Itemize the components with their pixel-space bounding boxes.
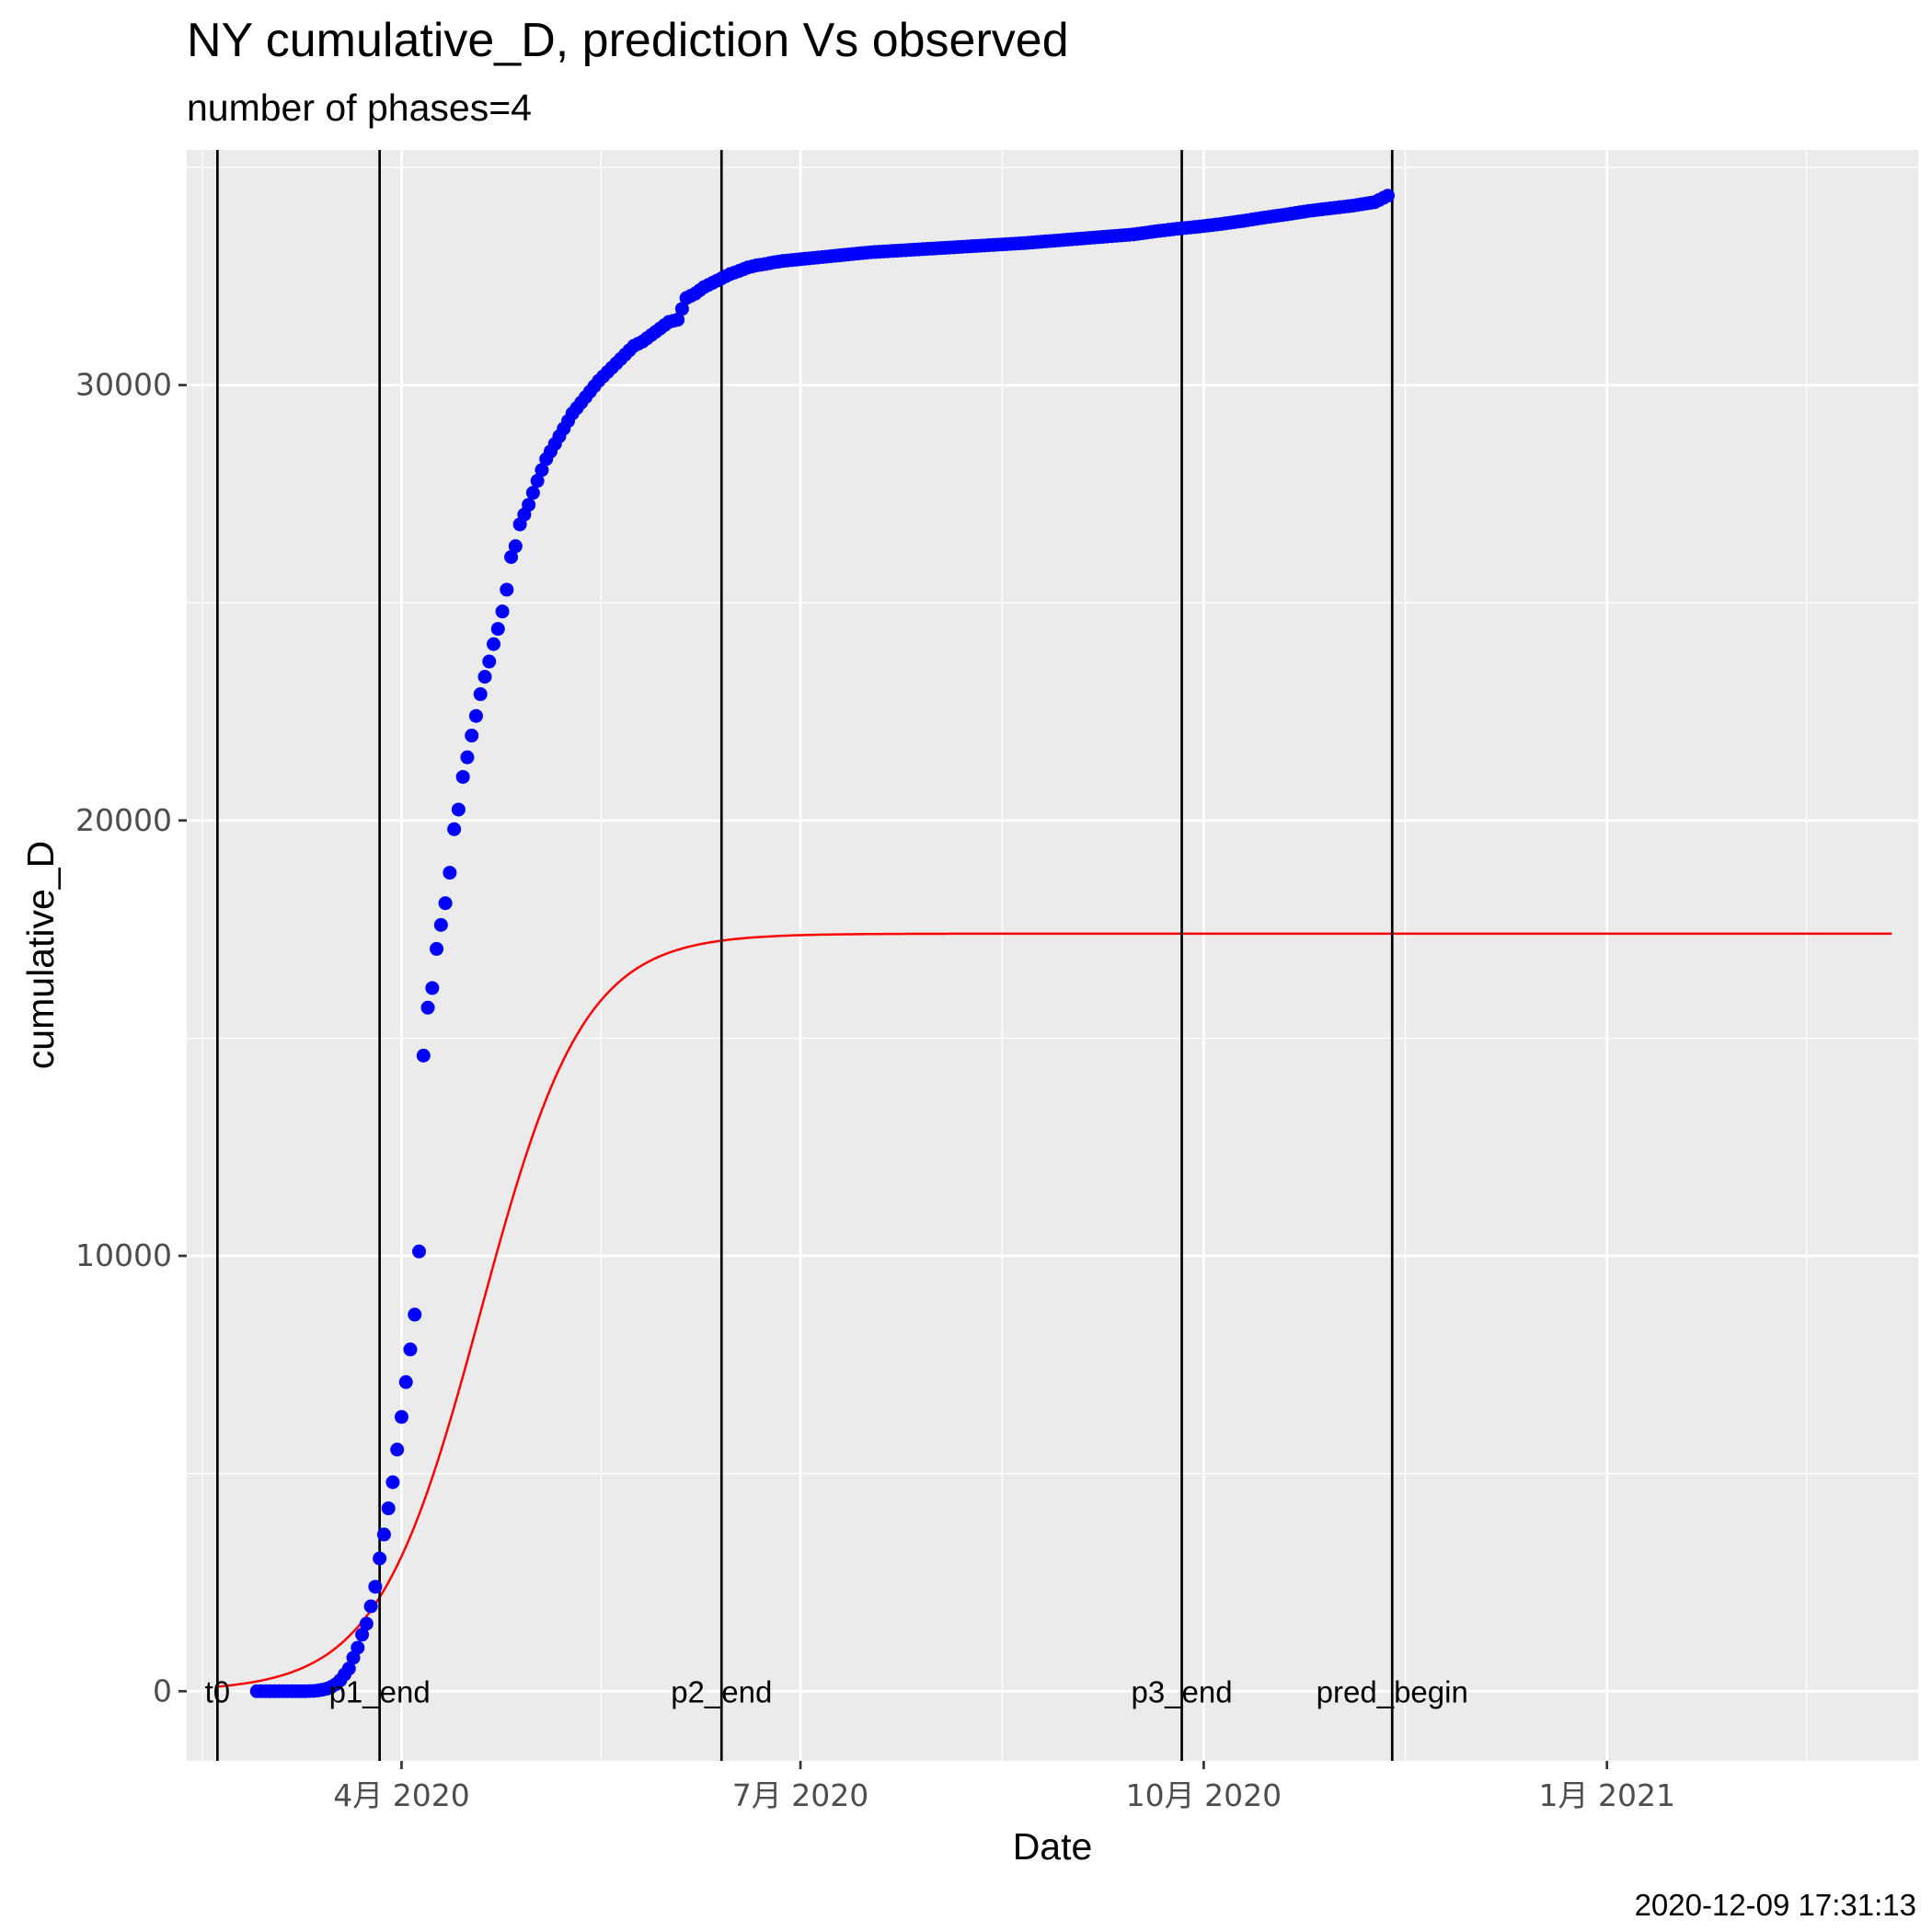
observed-point xyxy=(403,1342,418,1357)
grid-major xyxy=(187,150,1918,1761)
observed-point xyxy=(390,1443,405,1457)
observed-point xyxy=(398,1374,413,1389)
observed-point xyxy=(351,1640,365,1655)
phase-label-p1_end: p1_end xyxy=(329,1674,431,1708)
observed-point xyxy=(504,549,519,564)
observed-point xyxy=(412,1244,427,1259)
observed-point xyxy=(525,486,540,500)
observed-point xyxy=(473,687,488,702)
observed-point xyxy=(500,582,514,597)
phase-label-p2_end: p2_end xyxy=(671,1674,772,1708)
phase-label-pred_begin: pred_begin xyxy=(1317,1674,1468,1708)
observed-point xyxy=(1380,189,1395,203)
chart-subtitle: number of phases=4 xyxy=(187,86,532,129)
observed-point xyxy=(359,1616,374,1631)
y-tick-label: 30000 xyxy=(75,367,172,403)
observed-point xyxy=(416,1048,431,1063)
x-tick-label: 7月 2020 xyxy=(732,1777,868,1813)
phase-label-t0: t0 xyxy=(205,1674,231,1708)
observed-point xyxy=(425,981,440,995)
observed-point xyxy=(433,917,448,932)
observed-point xyxy=(495,604,510,619)
observed-point xyxy=(535,463,549,477)
x-tick-label: 4月 2020 xyxy=(333,1777,469,1813)
observed-point xyxy=(487,637,501,651)
observed-point xyxy=(447,822,462,836)
observed-point xyxy=(671,313,685,328)
observed-point xyxy=(385,1475,400,1489)
observed-point xyxy=(490,622,505,637)
observed-point xyxy=(482,654,497,669)
observed-point xyxy=(438,896,453,911)
y-tick-label: 10000 xyxy=(75,1237,172,1273)
x-tick-label: 1月 2021 xyxy=(1538,1777,1674,1813)
observed-point xyxy=(443,866,457,880)
observed-point xyxy=(477,670,492,684)
observed-point xyxy=(451,802,466,817)
plot-panel xyxy=(187,150,1918,1761)
y-tick-label: 0 xyxy=(153,1673,172,1708)
chart-title: NY cumulative_D, prediction Vs observed xyxy=(187,14,1069,67)
phase-lines xyxy=(216,150,1394,1761)
observed-point xyxy=(368,1580,383,1594)
x-axis-title: Date xyxy=(1013,1825,1093,1868)
observed-point xyxy=(373,1551,387,1566)
observed-point xyxy=(522,498,536,512)
predicted-line xyxy=(217,932,1892,1688)
observed-point xyxy=(530,474,545,489)
phase-label-p3_end: p3_end xyxy=(1131,1674,1232,1708)
y-axis: 0 10000 20000 30000 xyxy=(75,367,187,1708)
caption-timestamp: 2020-12-09 17:31:13 xyxy=(1635,1888,1916,1922)
y-axis-title: cumulative_D xyxy=(19,841,62,1069)
observed-point xyxy=(460,750,475,765)
observed-point xyxy=(381,1501,396,1516)
x-axis: 4月 2020 7月 2020 10月 2020 1月 2021 xyxy=(333,1761,1675,1813)
observed-point xyxy=(508,539,523,554)
observed-point xyxy=(363,1599,378,1614)
observed-point xyxy=(455,769,470,784)
observed-point xyxy=(468,708,483,723)
observed-point xyxy=(355,1627,370,1642)
x-tick-label: 10月 2020 xyxy=(1126,1777,1282,1813)
observed-point xyxy=(674,302,689,316)
observed-point xyxy=(394,1409,408,1424)
observed-points xyxy=(249,189,1395,1698)
grid-minor xyxy=(187,150,1918,1761)
observed-point xyxy=(376,1527,391,1542)
observed-point xyxy=(408,1307,422,1322)
observed-point xyxy=(465,729,479,743)
observed-point xyxy=(430,941,444,956)
phase-labels: t0 p1_end p2_end p3_end pred_begin xyxy=(205,1674,1468,1708)
y-tick-label: 20000 xyxy=(75,802,172,838)
observed-point xyxy=(420,1000,435,1015)
observed-point xyxy=(341,1662,356,1676)
